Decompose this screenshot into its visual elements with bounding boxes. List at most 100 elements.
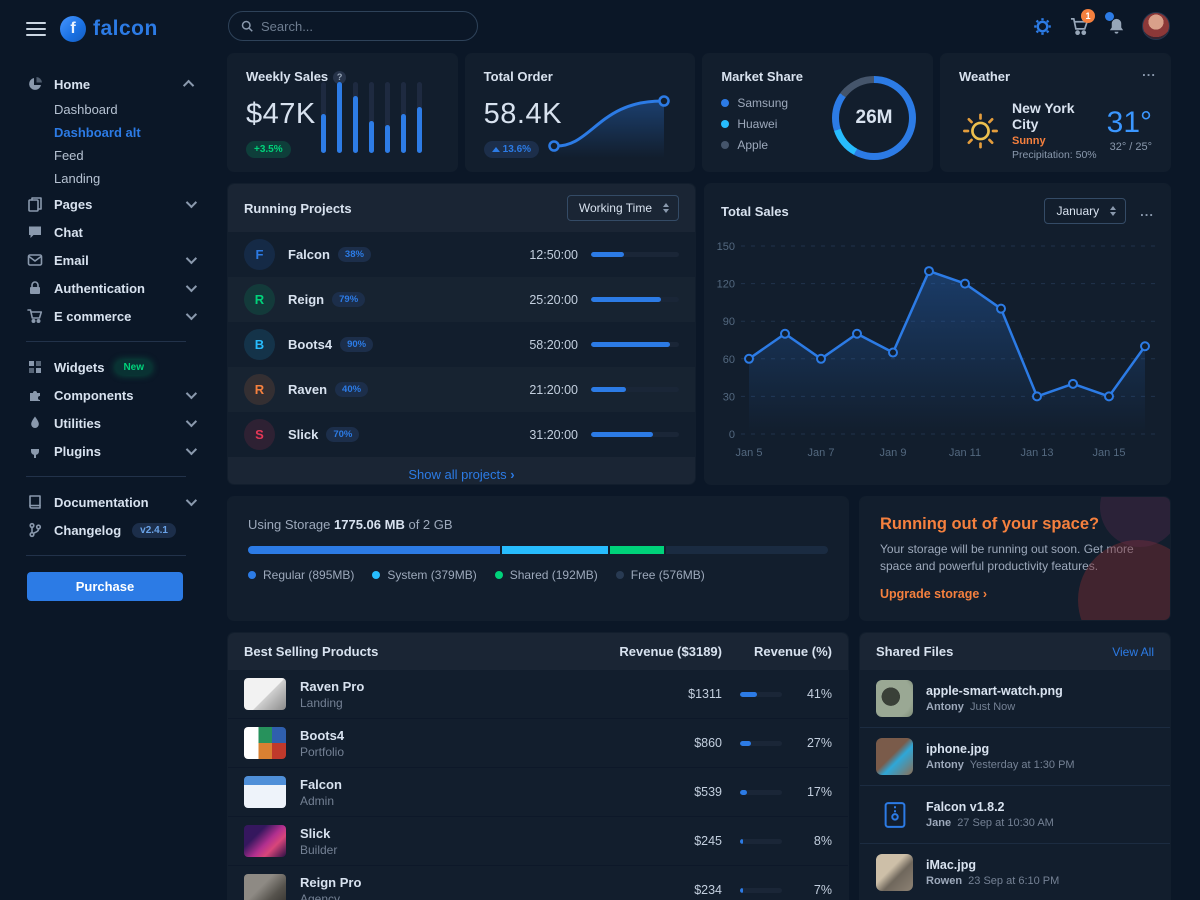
- weather-condition: Sunny: [1012, 135, 1046, 147]
- file-name: Falcon v1.8.2: [926, 800, 1005, 814]
- legend-dot: [721, 141, 730, 149]
- project-percent-badge: 40%: [335, 382, 369, 397]
- shared-file-row[interactable]: Falcon v1.8.2 Jane 27 Sep at 10:30 AM: [860, 785, 1170, 843]
- help-icon[interactable]: ?: [333, 70, 347, 84]
- product-name: Reign Pro: [300, 874, 362, 890]
- weekly-sales-value: $47K: [246, 98, 316, 130]
- settings-gear-icon[interactable]: [1031, 15, 1053, 37]
- sidebar-subitem-landing[interactable]: Landing: [54, 171, 101, 186]
- sidebar-item-label: Utilities: [54, 415, 101, 431]
- sidebar-item-plugins[interactable]: Plugins: [0, 437, 212, 465]
- shared-files-card: Shared Files View All apple-smart-watch.…: [860, 633, 1170, 900]
- falcon-logo-icon: f: [60, 16, 86, 42]
- svg-text:0: 0: [729, 429, 735, 441]
- shared-file-row[interactable]: iphone.jpg Antony Yesterday at 1:30 PM: [860, 727, 1170, 785]
- plug-icon: [27, 443, 43, 459]
- hamburger-menu-icon[interactable]: [26, 18, 46, 40]
- weather-precipitation: Precipitation: 50%: [1012, 149, 1097, 161]
- product-thumbnail: [244, 776, 286, 808]
- sun-icon: [963, 113, 998, 148]
- sidebar-item-components[interactable]: Components: [0, 381, 212, 409]
- storage-segment: [501, 546, 609, 554]
- purchase-button[interactable]: Purchase: [27, 572, 183, 601]
- more-menu-icon[interactable]: ...: [1142, 64, 1157, 79]
- product-name: Boots4: [300, 727, 345, 743]
- product-progress-bar: [740, 691, 782, 697]
- sidebar-item-label: Pages: [54, 196, 93, 212]
- sidebar-item-home[interactable]: Home: [0, 70, 212, 98]
- project-avatar: R: [244, 374, 275, 405]
- product-row[interactable]: Raven Pro Landing $1311 41%: [228, 670, 848, 719]
- sidebar-item-changelog[interactable]: Changelog v2.4.1: [0, 516, 212, 544]
- market-share-legend-item: Huawei: [721, 117, 914, 131]
- sidebar-subitem-dashboard[interactable]: Dashboard: [54, 102, 118, 117]
- sidebar-item-label: E commerce: [54, 308, 132, 324]
- product-percent: 17%: [806, 785, 832, 799]
- storage-title: Using Storage 1775.06 MB of 2 GB: [248, 517, 453, 532]
- shared-files-title: Shared Files: [876, 644, 954, 659]
- product-row[interactable]: Boots4 Portfolio $860 27%: [228, 719, 848, 768]
- sidebar-item-chat[interactable]: Chat: [0, 218, 212, 246]
- project-row[interactable]: R Reign 79% 25:20:00: [228, 277, 695, 322]
- legend-label: System (379MB): [387, 568, 477, 582]
- month-select[interactable]: January: [1044, 198, 1127, 224]
- shared-file-row[interactable]: apple-smart-watch.png Antony Just Now: [860, 670, 1170, 727]
- shared-file-row[interactable]: iMac.jpg Rowen 23 Sep at 6:10 PM: [860, 843, 1170, 900]
- sidebar-subitem-dashboard-alt[interactable]: Dashboard alt: [54, 125, 141, 140]
- project-row[interactable]: S Slick 70% 31:20:00: [228, 412, 695, 457]
- market-share-total: 26M: [855, 107, 893, 128]
- project-avatar: F: [244, 239, 275, 270]
- search-input[interactable]: [261, 18, 465, 34]
- more-menu-icon[interactable]: ...: [1140, 203, 1154, 219]
- upgrade-storage-link[interactable]: Upgrade storage: [880, 587, 987, 601]
- product-row[interactable]: Falcon Admin $539 17%: [228, 768, 848, 817]
- weather-range: 32° / 25°: [1109, 141, 1153, 153]
- sidebar-subitem-feed[interactable]: Feed: [54, 148, 84, 163]
- sidebar-badge: New: [115, 359, 153, 375]
- puzzle-icon: [27, 387, 43, 403]
- product-percent: 41%: [806, 687, 832, 701]
- product-category: Builder: [300, 842, 338, 857]
- sidebar-item-utilities[interactable]: Utilities: [0, 409, 212, 437]
- svg-text:Jan 15: Jan 15: [1092, 447, 1125, 459]
- working-time-select[interactable]: Working Time: [566, 195, 679, 221]
- market-share-card: Market Share Samsung Huawei Apple 26M: [703, 54, 933, 171]
- sidebar-item-authentication[interactable]: Authentication: [0, 274, 212, 302]
- sidebar-item-e-commerce[interactable]: E commerce: [0, 302, 212, 330]
- weekly-sales-card: Weekly Sales? $47K +3.5%: [228, 54, 457, 171]
- notifications-bell-icon[interactable]: [1105, 12, 1127, 37]
- falcon-logo[interactable]: f falcon: [60, 16, 158, 42]
- product-name: Slick: [300, 825, 331, 841]
- chart-pie-icon: [27, 76, 43, 92]
- weekly-sales-badge: +3.5%: [246, 141, 291, 158]
- project-percent-badge: 70%: [326, 427, 360, 442]
- sidebar-badge: v2.4.1: [132, 522, 176, 538]
- sidebar-item-documentation[interactable]: Documentation: [0, 488, 212, 516]
- storage-legend-item: Regular (895MB): [248, 568, 354, 582]
- shopping-cart-icon[interactable]: 1: [1068, 9, 1095, 37]
- view-all-link[interactable]: View All: [1112, 644, 1154, 659]
- show-all-projects-link[interactable]: Show all projects: [408, 467, 514, 482]
- drop-icon: [27, 415, 43, 431]
- project-name: Falcon: [288, 247, 330, 262]
- sidebar-item-widgets[interactable]: Widgets New: [0, 353, 212, 381]
- sidebar-item-label: Components: [54, 387, 134, 403]
- user-avatar[interactable]: [1142, 12, 1170, 40]
- project-row[interactable]: B Boots4 90% 58:20:00: [228, 322, 695, 367]
- product-progress-bar: [740, 740, 782, 746]
- search-box[interactable]: [228, 11, 478, 41]
- product-row[interactable]: Slick Builder $245 8%: [228, 817, 848, 866]
- project-row[interactable]: F Falcon 38% 12:50:00: [228, 232, 695, 277]
- weekly-sales-bar: [336, 82, 342, 153]
- sidebar-item-email[interactable]: Email: [0, 246, 212, 274]
- project-row[interactable]: R Raven 40% 21:20:00: [228, 367, 695, 412]
- products-col-revenue: Revenue ($3189): [619, 644, 722, 659]
- project-avatar: B: [244, 329, 275, 360]
- sidebar-item-pages[interactable]: Pages: [0, 190, 212, 218]
- file-thumbnail: [876, 738, 913, 775]
- sidebar-item-label: Changelog: [54, 522, 122, 538]
- chevron-right-icon: [507, 467, 515, 482]
- market-share-legend-item: Samsung: [721, 96, 914, 110]
- svg-text:120: 120: [717, 279, 735, 291]
- product-row[interactable]: Reign Pro Agency $234 7%: [228, 866, 848, 900]
